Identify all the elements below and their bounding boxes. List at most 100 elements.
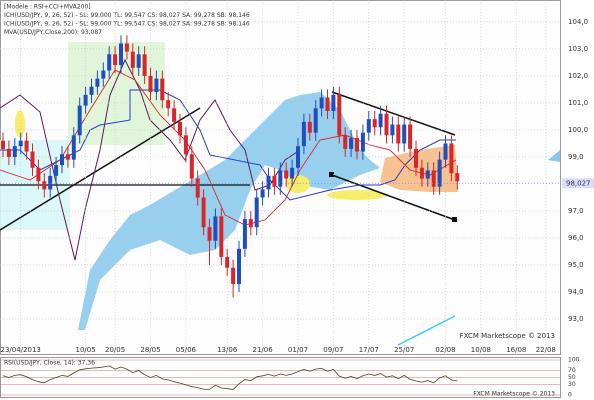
x-tick-label: 10/08 xyxy=(471,346,491,354)
candle-body xyxy=(290,167,295,179)
candle-body xyxy=(254,197,259,228)
y-tick-label: 96,0 xyxy=(568,234,584,242)
candle-body xyxy=(455,173,460,182)
candle-body xyxy=(284,170,289,179)
candle-body xyxy=(231,267,236,284)
candle-body xyxy=(260,189,265,198)
candle-body xyxy=(296,146,300,168)
candle-body xyxy=(378,113,383,128)
x-tick-label: 20/05 xyxy=(105,346,125,354)
candle-body xyxy=(130,51,135,68)
candle-body xyxy=(24,140,29,152)
y-tick-label: 97,0 xyxy=(568,207,584,215)
candle-body xyxy=(189,154,194,179)
last-price-label: 98,027 xyxy=(566,179,591,187)
candle-body xyxy=(113,54,118,66)
last-price-box xyxy=(562,178,594,189)
candle-body xyxy=(237,248,241,284)
candle-body xyxy=(136,54,141,68)
candle-body xyxy=(42,181,47,190)
candle-body xyxy=(119,43,123,66)
candle-body xyxy=(319,97,324,109)
candle-body xyxy=(242,219,247,249)
rsi-tick-label: 70 xyxy=(568,367,576,374)
ichimoku-cloud xyxy=(548,150,560,162)
candle-body xyxy=(207,227,212,241)
candle-body xyxy=(384,113,389,136)
candle-body xyxy=(36,167,41,182)
candle-body xyxy=(366,119,371,133)
y-tick-label: 104,0 xyxy=(568,18,588,26)
candle-body xyxy=(107,54,112,71)
info-block: [Modèle : RSI+CCI+MVA200]ICH(USD/JPY, 9,… xyxy=(4,4,250,37)
x-tick-label: 09/07 xyxy=(323,346,343,354)
candle-body xyxy=(172,108,177,122)
x-tick-label: 28/05 xyxy=(140,346,160,354)
candle-body xyxy=(89,86,94,95)
x-tick-label: 17/07 xyxy=(359,346,379,354)
x-tick-label: 10/05 xyxy=(76,346,96,354)
candle-body xyxy=(372,119,377,128)
candle-body xyxy=(6,148,11,157)
candle-body xyxy=(355,138,359,152)
trend-line xyxy=(0,107,201,231)
candle-body xyxy=(390,124,395,136)
candle-body xyxy=(142,54,147,76)
x-tick-label: 02/08 xyxy=(435,346,455,354)
rsi-tick-label: 30 xyxy=(568,381,576,388)
candle-body xyxy=(213,216,218,241)
candle-body xyxy=(425,170,430,179)
candle-body xyxy=(154,78,159,93)
candle-body xyxy=(71,135,76,160)
rsi-tick-label: 50 xyxy=(568,374,576,381)
candle-body xyxy=(195,178,200,198)
x-tick-label: 21/06 xyxy=(253,346,274,354)
candle-body xyxy=(83,94,88,106)
info-line: ICH(USD/JPY, 9, 26, 52) - SL: 99,000 TL:… xyxy=(4,12,250,19)
candle-body xyxy=(183,135,188,155)
rsi-tick-label: 100 xyxy=(568,357,580,364)
candle-body xyxy=(95,78,100,87)
watermark: FXCM Marketscope © 2013 xyxy=(473,391,555,398)
highlight-ellipse xyxy=(15,110,25,138)
candle-body xyxy=(396,124,401,144)
candle-body xyxy=(331,94,336,112)
highlight-ellipse xyxy=(327,190,387,200)
candle-body xyxy=(12,146,17,157)
x-tick-label: 16/08 xyxy=(506,346,526,354)
candle-body xyxy=(402,124,407,144)
x-tick-label: 22/08 xyxy=(536,346,556,354)
info-line: MVA(USD/JPY,Close,200): 93,087 xyxy=(4,29,102,36)
rsi-tick-label: 0 xyxy=(568,392,572,399)
candle-body xyxy=(437,159,442,187)
kijun-line xyxy=(0,89,456,201)
trend-line xyxy=(331,91,456,136)
info-line: ICH(USD/JPY, 9, 26, 52) - SL: 99,000 TL:… xyxy=(4,21,250,28)
chikou-line xyxy=(0,58,301,261)
candle-body xyxy=(124,43,129,52)
y-tick-label: 95,0 xyxy=(568,261,584,269)
candle-body xyxy=(278,170,283,187)
y-tick-label: 94,0 xyxy=(568,288,584,296)
candle-body xyxy=(18,140,23,147)
y-tick-label: 101,0 xyxy=(568,99,588,107)
trend-handle xyxy=(329,172,334,177)
trend-line xyxy=(331,174,456,221)
candle-body xyxy=(408,124,413,149)
candle-body xyxy=(272,175,277,187)
y-tick-label: 103,0 xyxy=(568,45,588,53)
rsi-line xyxy=(2,365,458,390)
trend-handle xyxy=(452,217,457,222)
candle-body xyxy=(266,175,271,190)
x-tick-label: 25/07 xyxy=(394,346,414,354)
candle-body xyxy=(101,70,106,79)
info-line: [Modèle : RSI+CCI+MVA200] xyxy=(4,4,91,11)
candle-body xyxy=(54,165,59,176)
candle-body xyxy=(77,105,82,136)
candle-body xyxy=(431,170,436,187)
y-tick-label: 100,0 xyxy=(568,126,588,134)
candle-body xyxy=(148,75,153,93)
candle-body xyxy=(360,132,365,152)
candle-body xyxy=(337,94,342,136)
